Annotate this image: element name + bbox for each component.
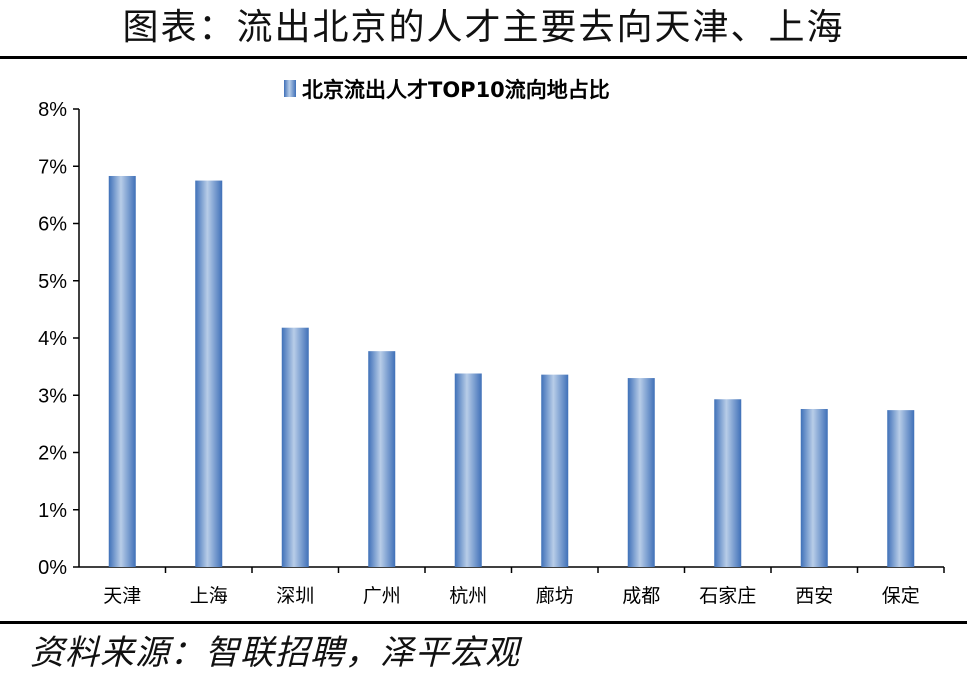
bar-天津 bbox=[108, 175, 136, 568]
y-tick-label: 2% bbox=[38, 443, 67, 465]
y-tick-label: 4% bbox=[38, 328, 67, 350]
bar-成都 bbox=[627, 378, 655, 567]
x-axis-labels: 天津 上海 深圳 广州 杭州 廊坊 成都 石家庄 西安 保定 bbox=[103, 585, 920, 607]
x-tick-label: 天津 bbox=[103, 585, 141, 607]
bottom-rule bbox=[0, 621, 967, 624]
bar-广州 bbox=[368, 351, 396, 567]
bar-廊坊 bbox=[541, 374, 569, 567]
x-tick-label: 上海 bbox=[190, 585, 228, 607]
legend-swatch bbox=[284, 80, 296, 97]
x-tick-label: 石家庄 bbox=[699, 585, 756, 607]
x-tick-label: 廊坊 bbox=[536, 585, 574, 607]
x-tick-label: 广州 bbox=[363, 585, 401, 607]
y-tick-label: 8% bbox=[38, 99, 67, 121]
bar-保定 bbox=[887, 410, 915, 567]
chart-bars bbox=[108, 175, 915, 568]
chart-axes: 0% 1% 2% 3% 4% 5% 6% 7% 8% bbox=[38, 99, 945, 579]
bar-chart: 北京流出人才TOP10流向地占比 0% 1% 2% 3% 4% 5% 6% 7% 8% 天津 上海… bbox=[38, 78, 945, 607]
x-tick-label: 西安 bbox=[795, 585, 833, 607]
chart-legend: 北京流出人才TOP10流向地占比 bbox=[284, 78, 610, 102]
x-tick-label: 深圳 bbox=[276, 585, 314, 607]
x-tick-label: 成都 bbox=[622, 585, 660, 607]
top-rule bbox=[0, 56, 967, 59]
y-tick-label: 1% bbox=[38, 500, 67, 522]
bar-杭州 bbox=[454, 373, 482, 567]
figure-title: 图表：流出北京的人才主要去向天津、上海 bbox=[122, 7, 845, 48]
bar-深圳 bbox=[281, 327, 309, 567]
bar-西安 bbox=[800, 408, 828, 567]
bar-上海 bbox=[195, 180, 223, 567]
y-tick-label: 7% bbox=[38, 156, 67, 178]
x-tick-label: 杭州 bbox=[449, 585, 487, 607]
y-tick-label: 0% bbox=[38, 557, 67, 579]
bar-石家庄 bbox=[714, 399, 742, 567]
x-tick-label: 保定 bbox=[882, 585, 920, 607]
y-tick-label: 5% bbox=[38, 271, 67, 293]
legend-label: 北京流出人才TOP10流向地占比 bbox=[302, 78, 610, 102]
y-tick-label: 6% bbox=[38, 214, 67, 236]
y-tick-label: 3% bbox=[38, 385, 67, 407]
source-note: 资料来源：智联招聘，泽平宏观 bbox=[30, 633, 520, 673]
